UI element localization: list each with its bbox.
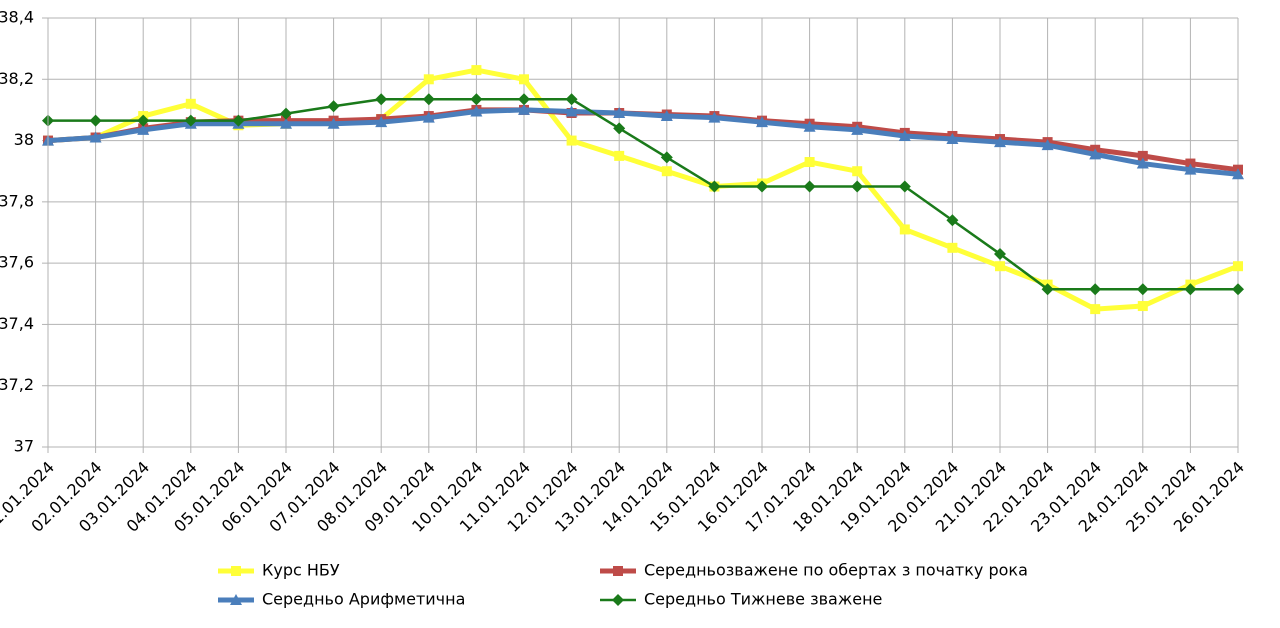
series: [42, 103, 1244, 180]
marker: [1185, 158, 1196, 169]
marker: [422, 93, 435, 106]
marker: [898, 180, 911, 193]
marker: [994, 136, 1006, 148]
marker: [994, 247, 1006, 260]
marker: [280, 107, 292, 120]
marker: [518, 93, 530, 106]
marker: [1089, 283, 1102, 296]
legend-item: Курс НБУ: [218, 561, 340, 580]
marker: [1137, 301, 1148, 312]
marker: [756, 116, 768, 128]
y-tick-label: 38,2: [0, 69, 34, 88]
marker: [470, 105, 483, 117]
marker: [1136, 157, 1149, 169]
marker: [423, 74, 434, 85]
marker: [613, 122, 626, 135]
series: [43, 65, 1243, 315]
marker: [1041, 139, 1054, 151]
legend-label: Середньо Тижневе зважене: [644, 590, 882, 609]
series: [42, 93, 1244, 296]
marker: [898, 129, 911, 141]
marker: [89, 114, 102, 127]
marker: [660, 110, 673, 122]
marker: [1090, 304, 1101, 315]
marker: [185, 98, 196, 109]
marker: [708, 180, 721, 193]
y-tick-label: 37,2: [0, 375, 34, 394]
marker: [519, 74, 529, 85]
legend-label: Середньо Арифметична: [262, 590, 465, 609]
marker: [422, 111, 435, 123]
marker: [232, 114, 245, 127]
marker: [566, 135, 577, 146]
legend-item: Середньозважене по обертах з початку рок…: [600, 561, 1028, 580]
marker: [137, 114, 150, 127]
marker: [565, 93, 578, 106]
marker: [1137, 150, 1148, 161]
marker: [661, 166, 672, 177]
marker: [1089, 148, 1102, 160]
marker: [899, 224, 910, 235]
marker: [1136, 283, 1149, 296]
marker: [708, 111, 721, 123]
line: [47, 67, 1239, 312]
y-tick-label: 37,6: [0, 253, 34, 272]
line: [47, 107, 1239, 177]
marker: [852, 166, 863, 177]
marker: [471, 65, 482, 76]
marker: [1232, 168, 1244, 180]
marker: [851, 123, 864, 135]
marker: [280, 117, 292, 129]
y-tick-label: 37: [14, 437, 34, 456]
marker: [804, 157, 815, 168]
marker: [946, 133, 959, 145]
y-tick-label: 37,8: [0, 191, 34, 210]
marker: [803, 180, 816, 193]
marker: [375, 93, 388, 106]
marker: [995, 261, 1005, 272]
y-tick-label: 38,4: [0, 8, 34, 27]
marker: [327, 117, 340, 129]
marker: [137, 123, 150, 135]
marker: [518, 103, 530, 115]
marker: [230, 594, 242, 605]
y-tick-label: 38: [14, 130, 34, 149]
marker: [565, 105, 578, 117]
marker: [613, 106, 626, 118]
marker: [946, 214, 959, 227]
marker: [756, 180, 768, 193]
marker: [612, 594, 624, 606]
marker: [851, 180, 864, 193]
line: [48, 97, 1238, 291]
marker: [947, 242, 958, 253]
marker: [327, 100, 340, 113]
legend-label: Середньозважене по обертах з початку рок…: [644, 561, 1028, 580]
legend-item: Середньо Тижневе зважене: [600, 590, 882, 609]
y-tick-label: 37,4: [0, 314, 34, 333]
marker: [1184, 283, 1197, 296]
legend-item: Середньо Арифметична: [218, 590, 465, 609]
marker: [803, 120, 816, 132]
marker: [470, 93, 483, 106]
marker: [1233, 261, 1243, 272]
marker: [231, 566, 241, 576]
marker: [89, 131, 102, 143]
legend-label: Курс НБУ: [262, 561, 340, 580]
marker: [614, 150, 625, 161]
marker: [1184, 163, 1197, 175]
marker: [1232, 283, 1244, 296]
marker: [375, 116, 388, 128]
marker: [660, 151, 673, 164]
marker: [613, 566, 623, 576]
marker: [184, 114, 197, 127]
line: [47, 107, 1239, 173]
marker: [1041, 283, 1054, 296]
